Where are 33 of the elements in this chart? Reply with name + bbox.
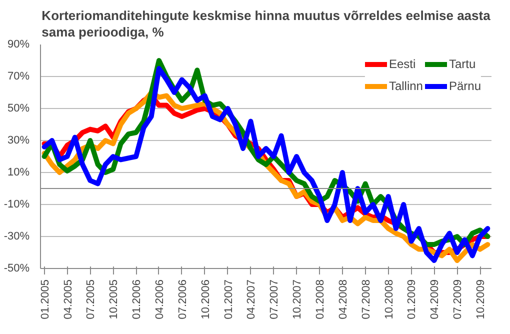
x-tick-label: 01.2006: [131, 279, 144, 320]
y-tick-label: -30%: [4, 230, 30, 242]
x-tick-label: 04.2009: [429, 279, 442, 320]
chart-title: Korteriomanditehingute keskmise hinna muutus võrreldes eelmise aasta sama perioodiga, %: [42, 8, 492, 40]
x-tick-label: 07.2006: [176, 279, 189, 320]
x-tick-label: 01.2005: [39, 279, 52, 320]
x-tick-label: 01.2009: [406, 279, 418, 320]
legend-label: Eesti: [388, 57, 416, 71]
x-tick-label: 10.2009: [475, 279, 488, 320]
x-tick-label: 10.2008: [383, 279, 396, 320]
x-tick-label: 04.2005: [62, 279, 74, 320]
x-tick-label: 04.2006: [154, 279, 166, 320]
legend-label: Tartu: [448, 57, 476, 71]
y-tick-label: -10%: [4, 198, 30, 210]
y-tick-label: 70%: [7, 70, 30, 82]
x-tick-label: 04.2007: [246, 279, 258, 320]
x-tick-label: 07.2009: [452, 279, 464, 320]
x-tick-label: 07.2005: [85, 279, 98, 320]
x-tick-label: 10.2006: [200, 279, 212, 320]
legend-label: Tallinn: [388, 79, 423, 93]
y-tick-label: 30%: [7, 134, 30, 146]
x-tick-label: 04.2008: [337, 279, 350, 320]
x-tick-label: 07.2007: [268, 279, 281, 320]
x-tick-label: 10.2007: [292, 279, 304, 320]
legend-label: Pärnu: [448, 79, 481, 93]
x-tick-label: 01.2008: [314, 279, 327, 320]
y-tick-label: -50%: [4, 262, 30, 274]
x-tick-label: 07.2008: [360, 279, 372, 320]
x-tick-label: 01.2007: [222, 279, 235, 320]
y-tick-label: 10%: [7, 166, 30, 178]
y-tick-label: 50%: [7, 102, 30, 114]
x-tick-label: 10.2005: [108, 279, 120, 320]
y-tick-label: 90%: [7, 38, 30, 50]
